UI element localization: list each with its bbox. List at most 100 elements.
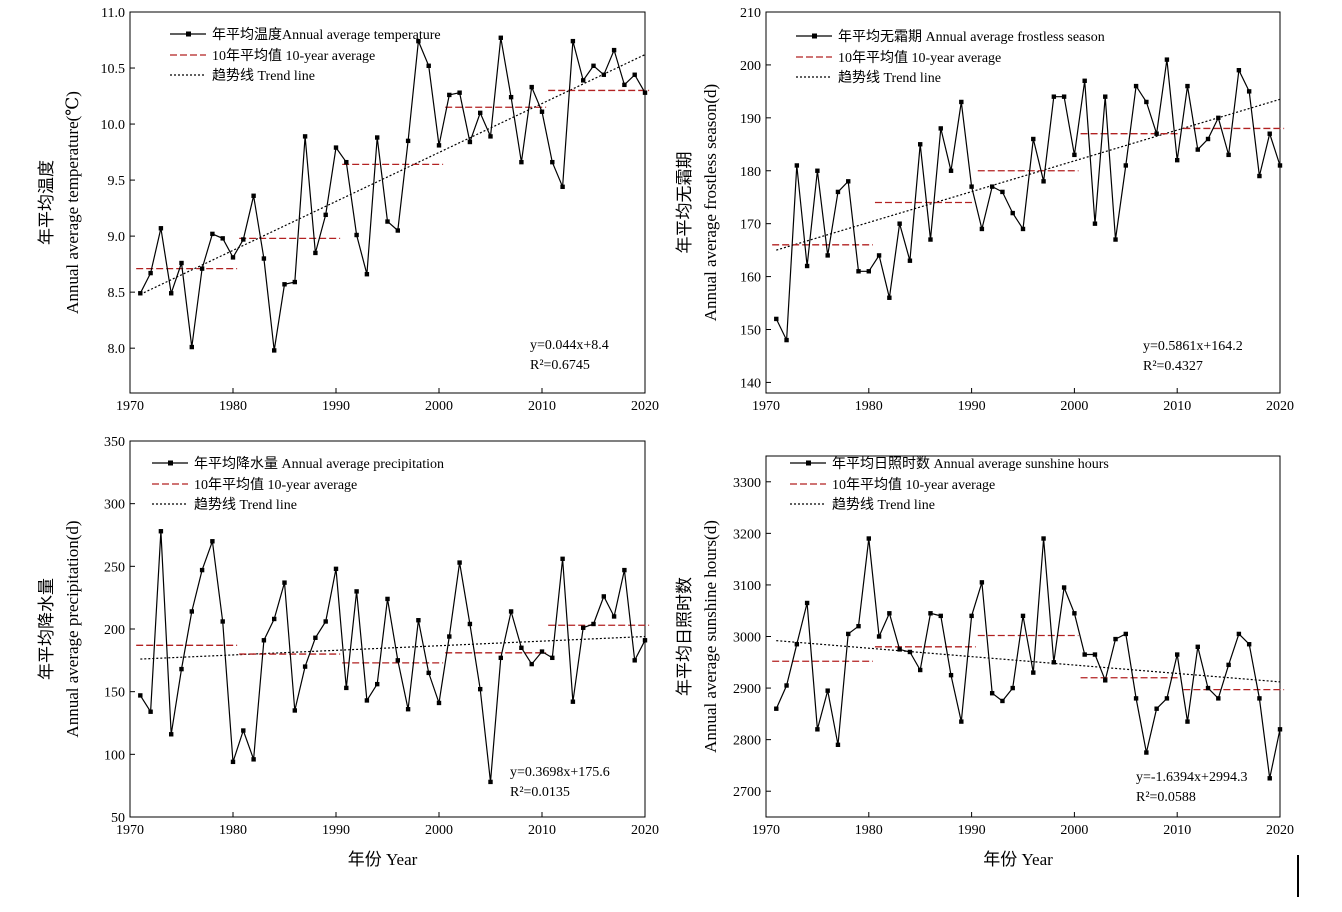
chart-4-series-point (928, 611, 933, 616)
chart-3-series-point (581, 625, 586, 630)
chart-3-series-point (313, 635, 318, 640)
chart-4-series-point (835, 742, 841, 747)
chart-4-y-tick-label: 2800 (733, 734, 761, 749)
chart-3-series-point (550, 655, 555, 661)
chart-1-series-point (230, 255, 236, 260)
chart-1-series-point (539, 109, 545, 114)
chart-1-series-point (488, 134, 493, 139)
chart-4-y-axis-label-en: Annual average sunshine hours(d) (701, 520, 720, 753)
chart-4-legend-label-trend: 趋势线 Trend line (832, 497, 935, 513)
chart-3-x-tick-label: 1990 (322, 823, 350, 838)
chart-1-series-point (632, 72, 637, 77)
chart-3-x-tick-label: 2000 (425, 823, 453, 838)
chart-1-series-line (139, 37, 646, 351)
chart-4-series-point (1195, 644, 1200, 650)
chart-4-series-point (876, 634, 882, 639)
chart-1-series-point (138, 291, 143, 296)
chart-1-series-point (550, 159, 555, 165)
chart-2-y-tick-label: 210 (740, 6, 761, 21)
chart-2-trend-equation: y=0.5861x+164.2 (1143, 339, 1243, 354)
chart-4-series-point (794, 642, 800, 647)
chart-4-x-tick-label: 1970 (752, 823, 780, 838)
chart-3-series-point (210, 539, 215, 544)
chart-4-series-point (1246, 642, 1252, 647)
chart-2-y-tick-label: 160 (740, 271, 761, 286)
chart-2-series-point (1031, 136, 1036, 142)
chart-4-legend-swatch-marker (806, 460, 811, 466)
chart-1-series-point (261, 256, 267, 261)
chart-2-series-point (1175, 157, 1180, 163)
chart-2-x-tick-label: 1980 (855, 399, 883, 414)
chart-4-trend-equation: y=-1.6394x+2994.3 (1136, 770, 1247, 785)
chart-2-series-point (1205, 136, 1211, 142)
chart-1-series-point (611, 47, 617, 53)
chart-2-plot-frame (765, 11, 1281, 394)
chart-2-series-point (907, 258, 913, 263)
chart-2-series-point (959, 99, 964, 105)
chart-3-legend-swatch-marker (168, 460, 173, 466)
chart-2-series-point (1144, 99, 1149, 105)
chart-4-series-point (969, 613, 974, 619)
chart-2-y-tick-label: 140 (740, 376, 761, 391)
chart-4-series-point (1113, 636, 1118, 642)
chart-2-series-point (825, 253, 830, 258)
chart-4-series-point (989, 691, 995, 696)
chart-4-series-point (1185, 719, 1190, 724)
chart-1-series-point (508, 94, 514, 100)
chart-3-series-point (323, 619, 328, 624)
chart-4-series-point (948, 672, 954, 678)
chart-3-series-point (333, 566, 339, 572)
chart-3-series-point (385, 596, 390, 602)
chart-4-series-point (1226, 662, 1231, 668)
chart-3-series-point (601, 594, 606, 599)
chart-2-series-point (1103, 94, 1108, 99)
chart-1-series-point (220, 236, 225, 241)
chart-2-x-tick-label: 1990 (958, 399, 986, 414)
chart-2-series-point (774, 316, 779, 322)
chart-2-series-point (1246, 89, 1252, 94)
chart-1-series-point (395, 228, 400, 233)
chart-1-x-tick-label: 1990 (322, 399, 350, 414)
chart-3-y-tick-label: 350 (104, 435, 125, 450)
chart-3-series-point (375, 681, 380, 687)
chart-4-series-point (1020, 613, 1026, 619)
chart-2-series-point (1092, 221, 1098, 226)
chart-2-series-point (1216, 115, 1221, 121)
chart-4-series-point (804, 600, 810, 606)
chart-2-y-axis-label-cn: 年平均无霜期 (675, 152, 694, 254)
chart-4-series-point (1267, 776, 1272, 781)
chart-4-series-point (1123, 631, 1128, 637)
chart-2-series-point (1000, 189, 1005, 195)
chart-3-x-tick-label: 2020 (631, 823, 659, 838)
chart-2-series-point (897, 221, 902, 226)
chart-4-series-point (959, 719, 964, 724)
chart-4-series-line (775, 538, 1281, 779)
chart-3-series-point (199, 567, 205, 573)
chart-3-series-point (642, 638, 648, 643)
chart-2-series-point (1082, 78, 1087, 83)
chart-1-series-point (457, 90, 462, 95)
chart-4-y-tick-label: 3200 (733, 527, 761, 542)
chart-2-series-point (1236, 68, 1242, 73)
chart-1-y-tick-label: 10.0 (101, 118, 126, 133)
chart-4-series-point (897, 647, 902, 652)
chart-1-series-point (570, 38, 576, 44)
text-cursor-bar (1297, 855, 1299, 897)
chart-1-series-point (560, 184, 565, 190)
chart-1-series-point (405, 138, 411, 144)
chart-1-series-point (148, 270, 153, 276)
chart-4-x-axis-label: 年份 Year (983, 850, 1053, 869)
chart-4-legend-label-series: 年平均日照时数 Annual average sunshine hours (832, 456, 1109, 472)
chart-2-series-point (938, 126, 943, 131)
chart-2-r-squared: R²=0.4327 (1143, 359, 1203, 374)
chart-2-legend-label-series: 年平均无霜期 Annual average frostless season (838, 29, 1105, 45)
chart-3-x-tick-label: 1980 (219, 823, 247, 838)
chart-1-series-point (292, 279, 297, 285)
chart-1-series-point (601, 72, 606, 77)
chart-3-y-axis-label-cn: 年平均降水量 (37, 578, 56, 680)
chart-3-y-tick-label: 150 (104, 686, 125, 701)
chart-1-trend-line (140, 54, 646, 295)
chart-3-series-point (354, 589, 359, 594)
chart-2-series-point (815, 168, 820, 173)
chart-3-series-point (189, 609, 194, 614)
